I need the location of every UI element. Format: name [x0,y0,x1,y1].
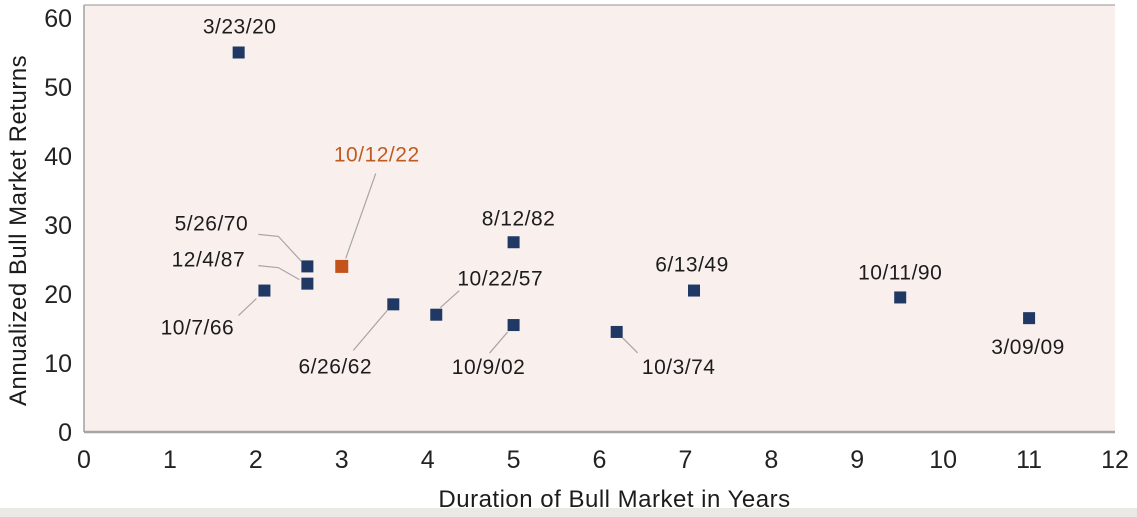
point-label: 10/3/74 [642,356,716,379]
x-axis-tick-label: 12 [1101,446,1129,474]
y-axis-tick-label: 50 [44,74,72,102]
data-point [258,284,271,297]
point-label: 3/09/09 [991,336,1065,359]
y-axis-tick-label: 60 [44,5,72,33]
leader-line [439,290,460,309]
leader-line [352,309,388,351]
x-axis-tick-label: 2 [249,446,263,474]
data-point [301,277,314,290]
data-point [507,236,520,249]
y-axis-tick-label: 30 [44,212,72,240]
data-point [894,291,907,304]
data-point [688,284,701,297]
leader-line [489,331,509,354]
bottom-divider-band [0,508,1137,517]
x-axis-tick-label: 4 [421,446,435,474]
data-point [610,325,623,338]
x-axis-tick-label: 9 [850,446,864,474]
x-axis-tick-label: 0 [77,446,91,474]
x-axis-tick-label: 3 [335,446,349,474]
y-axis-tick-label: 0 [58,419,72,447]
x-axis-tick-label: 1 [163,446,177,474]
x-axis-tick-label: 10 [929,446,957,474]
point-label: 10/22/57 [457,268,543,291]
data-point [1023,312,1036,325]
x-axis-tick-label: 5 [507,446,521,474]
point-label: 10/11/90 [858,261,942,284]
y-axis-tick-label: 10 [44,350,72,378]
point-label: 6/13/49 [655,254,729,277]
leader-line [258,265,300,281]
point-label: 8/12/82 [482,207,556,230]
point-label: 6/26/62 [299,355,373,378]
plot-area [84,5,1115,432]
point-label: 10/7/66 [161,317,235,340]
leader-line [258,233,302,262]
leader-line [622,337,639,354]
y-axis-title: Annualized Bull Market Returns [5,54,32,406]
y-axis-tick-label: 20 [44,281,72,309]
point-label: 3/23/20 [203,16,277,39]
x-axis-tick-label: 6 [593,446,607,474]
x-axis-tick-label: 7 [678,446,692,474]
data-point [335,259,349,273]
leader-line [345,173,377,259]
point-label: 5/26/70 [175,212,249,235]
x-axis-tick-label: 8 [764,446,778,474]
data-point [387,298,400,311]
x-axis-tick-label: 11 [1016,446,1042,474]
data-point [232,46,245,59]
point-label: 10/9/02 [452,356,526,379]
point-label: 10/12/22 [334,143,420,166]
data-point [301,260,314,273]
data-point [430,308,443,321]
data-point [507,319,520,332]
y-axis-tick-label: 40 [44,143,72,171]
leader-line [238,298,257,316]
point-label: 12/4/87 [172,249,246,272]
